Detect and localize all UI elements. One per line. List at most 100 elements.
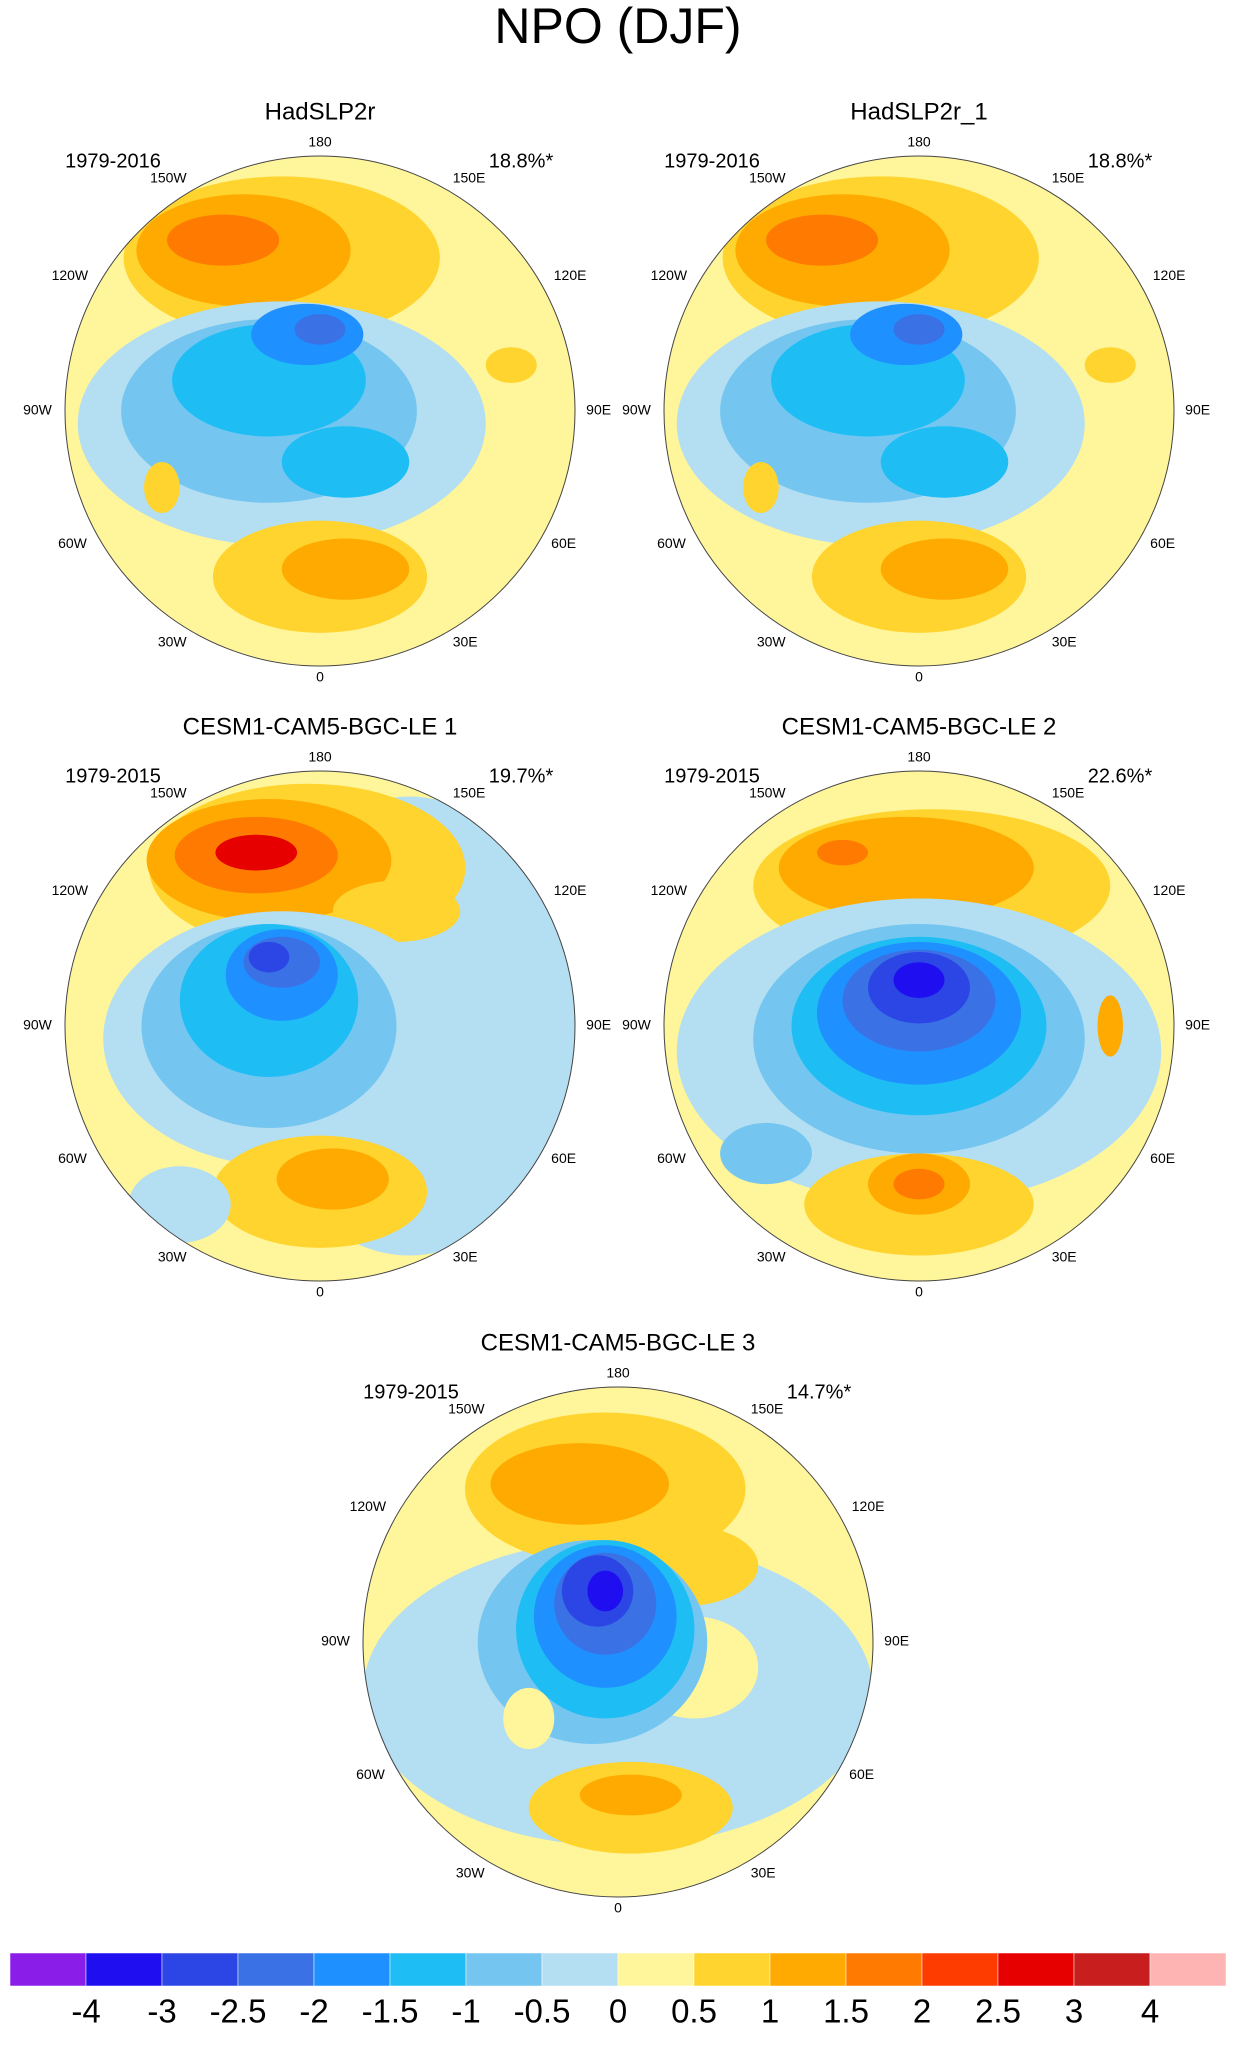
map-panel: HadSLP2r 1979-2016 18.8%* 180 150E 120E 90E 60E… <box>23 98 611 684</box>
longitude-label: 90E <box>884 1633 909 1649</box>
longitude-label: 120E <box>554 267 587 283</box>
longitude-label: 90W <box>321 1633 351 1649</box>
longitude-label: 60W <box>356 1766 386 1782</box>
colorbar-box <box>541 1952 619 1987</box>
longitude-label: 60E <box>1150 535 1175 551</box>
colorbar-label: 4 <box>1141 1993 1159 2030</box>
map-border <box>663 155 1175 667</box>
longitude-label: 30W <box>456 1865 486 1881</box>
longitude-label: 30E <box>1052 1249 1077 1265</box>
contour-region <box>281 538 410 600</box>
longitude-label: 180 <box>907 748 931 764</box>
longitude-label: 150E <box>751 1401 784 1417</box>
longitude-label: 60E <box>551 1150 576 1166</box>
contour-region <box>587 1570 624 1612</box>
contour-region <box>276 1148 389 1210</box>
contour-region <box>880 426 1009 498</box>
map-field <box>65 156 575 666</box>
longitude-label: 90W <box>23 402 53 418</box>
longitude-label: 180 <box>606 1364 630 1380</box>
longitude-label: 90E <box>586 1017 611 1033</box>
contour-region <box>490 1443 669 1525</box>
longitude-label: 30W <box>158 1249 188 1265</box>
contour-region <box>766 214 879 266</box>
longitude-label: 150W <box>150 170 187 186</box>
colorbar-label: 3 <box>1065 1993 1083 2030</box>
contour-region <box>743 462 779 513</box>
contour-region <box>128 1166 231 1243</box>
contour-region <box>503 1687 555 1750</box>
contour-region <box>817 839 868 866</box>
longitude-label: 150E <box>1052 785 1085 801</box>
contour-region <box>893 1168 945 1200</box>
longitude-label: 90W <box>23 1017 53 1033</box>
map-field <box>664 156 1174 666</box>
colorbar-box <box>237 1952 315 1987</box>
longitude-label: 60W <box>58 1150 88 1166</box>
panel-variance: 22.6%* <box>1088 765 1153 787</box>
colorbar-label: 0.5 <box>671 1993 717 2030</box>
longitude-label: 180 <box>907 133 931 149</box>
panel-variance: 19.7%* <box>489 765 554 787</box>
longitude-label: 90W <box>622 1017 652 1033</box>
contour-region <box>720 1122 812 1185</box>
colorbar-box <box>85 1952 163 1987</box>
colorbar-box <box>997 1952 1075 1987</box>
panel-period: 1979-2016 <box>664 150 760 172</box>
longitude-label: 120W <box>52 882 89 898</box>
panel-title: HadSLP2r <box>265 98 376 125</box>
contour-region <box>248 941 290 973</box>
colorbar-label: 1.5 <box>823 1993 869 2030</box>
contour-region <box>167 214 280 266</box>
contour-region <box>281 426 410 498</box>
longitude-label: 30E <box>453 634 478 650</box>
contour-region <box>1084 347 1136 383</box>
map-panel: CESM1-CAM5-BGC-LE 1 1979-2015 19.7%* 180 150… <box>23 713 611 1299</box>
colorbar-box <box>389 1952 467 1987</box>
longitude-label: 150W <box>749 170 786 186</box>
longitude-label: 120E <box>554 882 587 898</box>
longitude-label: 0 <box>915 1284 923 1300</box>
contour-region <box>579 1774 682 1816</box>
colorbar-label: -4 <box>71 1993 100 2030</box>
panel-period: 1979-2015 <box>65 765 161 787</box>
longitude-label: 120E <box>1153 882 1186 898</box>
colorbar-label: -2.5 <box>210 1993 267 2030</box>
map-border <box>64 155 576 667</box>
map-panel: CESM1-CAM5-BGC-LE 3 1979-2015 14.7%* 180 150… <box>321 1329 909 1915</box>
map-panel: HadSLP2r_1 1979-2016 18.8%* 180 150E 120E 90E 6… <box>622 98 1210 684</box>
colorbar-box <box>769 1952 847 1987</box>
colorbar-label: -2 <box>299 1993 328 2030</box>
map-panel: CESM1-CAM5-BGC-LE 2 1979-2015 22.6%* 180 150… <box>622 713 1210 1299</box>
figure-title: NPO (DJF) <box>494 0 741 54</box>
longitude-label: 150W <box>749 785 786 801</box>
colorbar-label: 1 <box>761 1993 779 2030</box>
longitude-label: 30E <box>1052 634 1077 650</box>
colorbar-box <box>693 1952 771 1987</box>
longitude-label: 120E <box>1153 267 1186 283</box>
map-border <box>362 1386 874 1898</box>
map-border <box>663 770 1175 1282</box>
colorbar-box <box>845 1952 923 1987</box>
colorbar-box <box>617 1952 695 1987</box>
colorbar-box <box>1149 1952 1227 1987</box>
colorbar-box <box>1073 1952 1151 1987</box>
colorbar-label: 2.5 <box>975 1993 1021 2030</box>
longitude-label: 90E <box>1185 402 1210 418</box>
map-field <box>664 771 1174 1281</box>
longitude-label: 150E <box>1052 170 1085 186</box>
colorbar-label: -0.5 <box>514 1993 571 2030</box>
longitude-label: 150E <box>453 785 486 801</box>
contour-region <box>893 962 945 998</box>
panel-period: 1979-2015 <box>363 1381 459 1403</box>
panel-period: 1979-2016 <box>65 150 161 172</box>
panel-title: CESM1-CAM5-BGC-LE 1 <box>183 713 458 740</box>
contour-region <box>880 538 1009 600</box>
longitude-label: 30E <box>751 1865 776 1881</box>
colorbar-box <box>9 1952 87 1987</box>
longitude-label: 150W <box>150 785 187 801</box>
contour-region <box>294 314 346 345</box>
longitude-label: 120W <box>350 1498 387 1514</box>
longitude-label: 0 <box>316 1284 324 1300</box>
panel-title: CESM1-CAM5-BGC-LE 3 <box>481 1329 756 1356</box>
